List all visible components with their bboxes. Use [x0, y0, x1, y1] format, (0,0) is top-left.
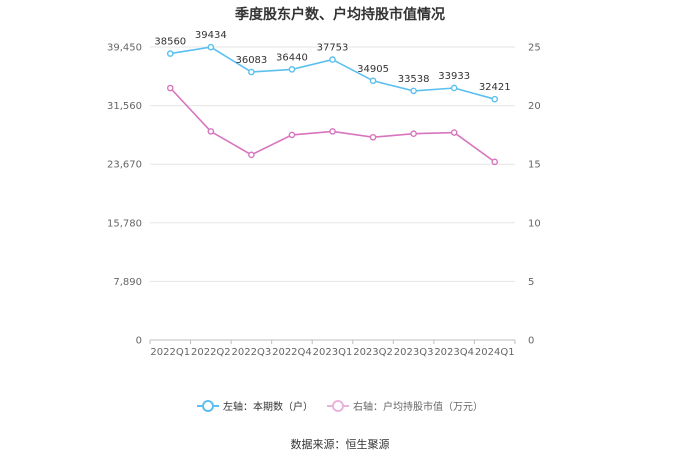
data-label: 37753	[317, 43, 349, 54]
legend-swatch-left-icon	[197, 399, 219, 412]
data-label: 32421	[479, 82, 511, 93]
series-point-right	[491, 158, 499, 166]
legend-item-right-series[interactable]: 右轴：户均持股市值（万元）	[327, 398, 483, 413]
left-axis-tick-label: 7,890	[113, 277, 142, 288]
series-point-right	[410, 130, 417, 138]
x-axis-tick-label: 2023Q4	[434, 347, 474, 358]
left-axis-tick-label: 39,450	[107, 43, 142, 54]
left-axis-tick-label: 15,780	[107, 218, 142, 229]
series-line-right	[169, 87, 496, 163]
right-axis-tick-label: 10	[528, 218, 541, 229]
left-axis-tick-label: 0	[136, 336, 142, 347]
series-point-right	[207, 128, 215, 135]
series-point-right	[450, 129, 458, 136]
legend-swatch-right-icon	[327, 399, 349, 412]
x-axis-tick-label: 2023Q2	[353, 347, 393, 358]
x-axis-tick-label: 2022Q1	[150, 347, 190, 358]
x-axis-tick-label: 2023Q3	[394, 347, 434, 358]
left-axis-tick-label: 31,560	[107, 101, 142, 112]
data-label: 36083	[235, 55, 267, 66]
series-point-right	[248, 151, 255, 159]
x-axis-tick-label: 2022Q2	[191, 347, 231, 358]
series-point-right	[288, 131, 296, 139]
series-point-right	[166, 84, 174, 92]
right-axis-tick-label: 0	[528, 336, 534, 347]
series-point-left	[207, 43, 215, 51]
series-point-right	[369, 133, 377, 141]
series-point-left	[491, 95, 499, 103]
series-point-left	[329, 56, 336, 63]
right-axis-tick-label: 15	[528, 160, 541, 171]
series-point-left	[369, 77, 377, 85]
right-axis-tick-label: 20	[528, 101, 541, 112]
data-label: 34905	[357, 64, 389, 75]
series-point-right	[329, 128, 336, 135]
right-axis-tick-label: 5	[528, 277, 534, 288]
legend-label-right-series: 右轴：户均持股市值（万元）	[353, 402, 483, 413]
series-point-left	[450, 84, 458, 92]
legend-label-left-series: 左轴：本期数（户）	[223, 402, 313, 413]
x-axis-tick-label: 2022Q3	[232, 347, 272, 358]
legend: 左轴：本期数（户） 右轴：户均持股市值（万元）	[0, 398, 680, 413]
chart-title: 季度股东户数、户均持股市值情况	[235, 7, 445, 23]
legend-item-left-series[interactable]: 左轴：本期数（户）	[197, 398, 313, 413]
data-label: 33538	[398, 74, 430, 85]
series-point-left	[166, 50, 174, 57]
data-label: 33933	[438, 71, 470, 82]
data-label: 39434	[195, 30, 227, 41]
data-label: 38560	[154, 37, 186, 48]
series-point-left	[288, 66, 296, 73]
left-axis-tick-label: 23,670	[107, 160, 142, 171]
series-point-left	[410, 87, 417, 95]
data-label: 36440	[276, 52, 308, 63]
x-axis-tick-label: 2024Q1	[475, 347, 515, 358]
series-point-left	[248, 68, 255, 76]
x-axis-tick-label: 2022Q4	[272, 347, 312, 358]
right-axis-tick-label: 25	[528, 43, 541, 54]
data-source: 数据来源：恒生聚源	[290, 438, 390, 451]
x-axis-tick-label: 2023Q1	[313, 347, 353, 358]
